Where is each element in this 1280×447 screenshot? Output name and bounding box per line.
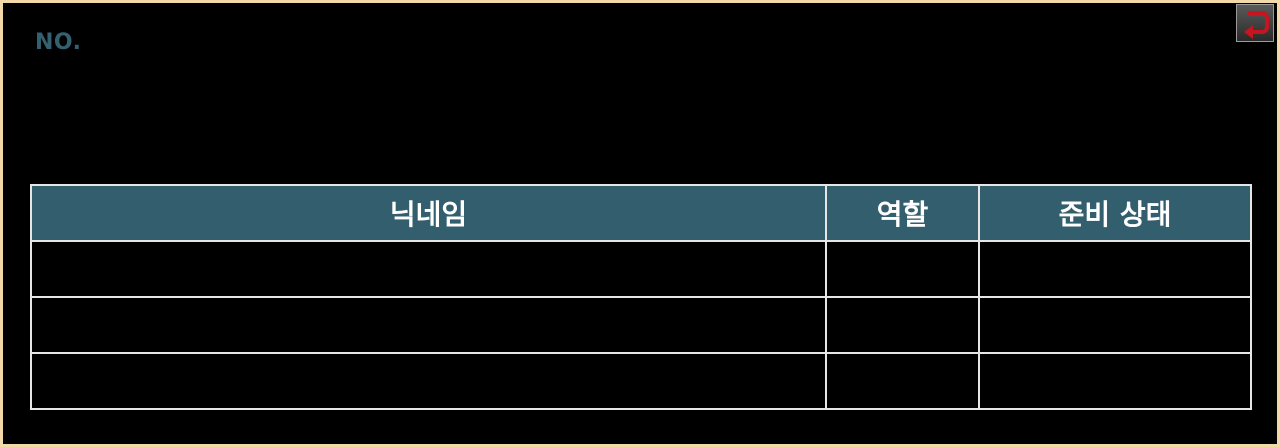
ready-status-cell xyxy=(978,296,1252,354)
column-header-nickname: 닉네임 xyxy=(30,184,827,242)
ready-status-cell xyxy=(978,352,1252,410)
return-arrow-icon xyxy=(1244,11,1269,39)
ready-status-cell xyxy=(978,240,1252,298)
back-button[interactable] xyxy=(1236,4,1274,42)
nickname-cell xyxy=(30,240,827,298)
table-header-row: 닉네임 역할 준비 상태 xyxy=(30,184,1252,242)
table-row xyxy=(30,296,1252,354)
room-number-label: NO. xyxy=(35,30,82,55)
table-row xyxy=(30,352,1252,410)
table-row xyxy=(30,240,1252,298)
role-cell xyxy=(825,352,980,410)
nickname-cell xyxy=(30,352,827,410)
column-header-role: 역할 xyxy=(825,184,980,242)
role-cell xyxy=(825,240,980,298)
role-cell xyxy=(825,296,980,354)
column-header-ready-status: 준비 상태 xyxy=(978,184,1252,242)
nickname-cell xyxy=(30,296,827,354)
player-table: 닉네임 역할 준비 상태 xyxy=(30,184,1252,410)
